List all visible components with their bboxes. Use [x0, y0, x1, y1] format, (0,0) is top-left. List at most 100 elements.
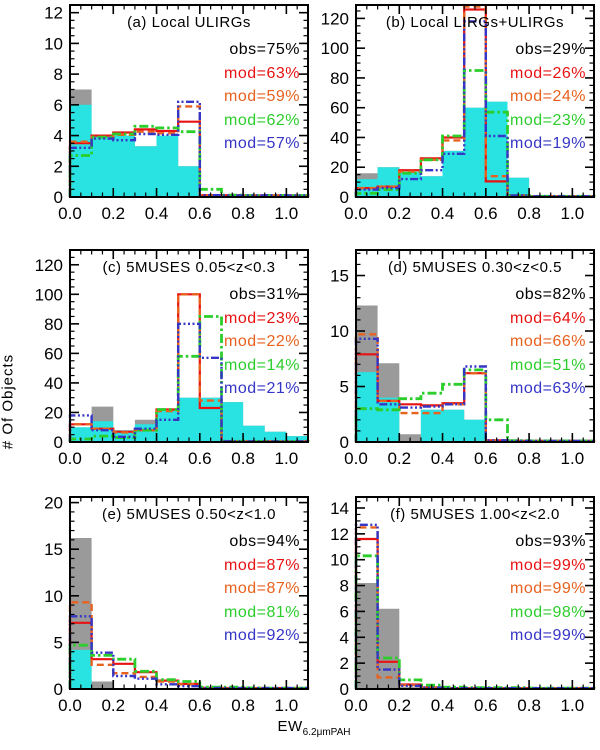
x-tick-label: 0.6 [474, 449, 498, 468]
y-tick-label: 4 [340, 628, 349, 647]
panel-e-legend-mod-red: mod=87% [224, 556, 300, 574]
panel-a-legend-obs: obs=75% [229, 41, 300, 58]
panel-c-legend-mod-green: mod=14% [224, 356, 300, 374]
y-tick-label: 6 [54, 96, 63, 115]
x-tick-label: 0.0 [58, 204, 82, 223]
x-tick-label: 1.0 [275, 204, 299, 223]
x-tick-label: 0.2 [387, 204, 411, 223]
y-tick-label: 8 [54, 65, 63, 84]
panel-a-legend-mod-orange: mod=59% [224, 88, 300, 105]
model-green-line [68, 315, 310, 443]
y-tick-label: 2 [340, 654, 349, 673]
y-tick-label: 15 [44, 540, 63, 559]
y-tick-label: 0 [340, 680, 349, 699]
y-tick-label: 5 [340, 378, 349, 397]
panel-f-legend-mod-green: mod=98% [510, 603, 586, 621]
y-tick-label: 120 [35, 256, 63, 275]
panel-b-legend-obs: obs=29% [515, 41, 586, 58]
panel-b-legend-mod-red: mod=26% [510, 64, 586, 82]
y-axis-label: # Of Objects [0, 353, 17, 450]
x-axis-label: EW6.2μmPAH [234, 718, 394, 738]
x-tick-label: 0.0 [344, 204, 368, 223]
x-tick-label: 0.0 [344, 696, 368, 715]
x-tick-label: 1.0 [275, 696, 299, 715]
x-tick-label: 1.0 [275, 449, 299, 468]
y-tick-label: 5 [54, 633, 63, 652]
panel-d: 0.0 0.2 0.4 0.6 0.8 1.0 0 5 10 15 [330, 249, 596, 468]
y-tick-label: 0 [54, 188, 63, 207]
y-tick-label: 6 [340, 602, 349, 621]
panel-b: 0.0 0.2 0.4 0.6 0.8 1.0 0 20 40 60 80 100 120 [321, 4, 596, 223]
y-tick-label: 20 [44, 403, 63, 422]
model-green-line [354, 69, 596, 198]
panel-c-legend-mod-blue: mod=21% [224, 380, 300, 397]
panel-c: 0.0 0.2 0.4 0.6 0.8 1.0 0 20 40 60 80 100 120 [35, 249, 310, 468]
x-axis-label-subscript: 6.2μmPAH [302, 727, 351, 738]
y-tick-label: 80 [44, 315, 63, 334]
panel-c-title: (c) 5MUSES 0.05<z<0.3 [102, 259, 276, 276]
panel-a-title: (a) Local ULIRGs [127, 14, 251, 31]
x-tick-label: 0.2 [101, 449, 125, 468]
panel-b-title: (b) Local LIRGs+ULIRGs [385, 14, 565, 31]
panel-f-legend-obs: obs=93% [515, 533, 586, 550]
panel-f-legend-mod-orange: mod=99% [510, 580, 586, 597]
y-tick-label: 12 [330, 525, 349, 544]
x-tick-label: 0.6 [474, 204, 498, 223]
y-tick-label: 0 [340, 433, 349, 452]
panel-b-legend-mod-blue: mod=19% [510, 135, 586, 152]
panel-a-legend-mod-green: mod=62% [224, 111, 300, 129]
y-tick-label: 40 [44, 374, 63, 393]
y-tick-label: 12 [44, 4, 63, 23]
y-tick-label: 40 [330, 128, 349, 147]
y-tick-label: 20 [330, 158, 349, 177]
x-tick-label: 0.6 [188, 204, 212, 223]
panel-d-legend-mod-orange: mod=66% [510, 333, 586, 350]
x-tick-label: 0.4 [145, 696, 169, 715]
x-axis-label-main: EW [277, 718, 303, 735]
panel-d-legend-mod-red: mod=64% [510, 309, 586, 327]
x-tick-label: 0.8 [517, 696, 541, 715]
panel-e-legend-mod-green: mod=81% [224, 603, 300, 621]
y-tick-label: 10 [330, 322, 349, 341]
y-tick-label: 4 [54, 127, 63, 146]
panel-a-legend-mod-blue: mod=57% [224, 135, 300, 152]
panel-b-legend-mod-orange: mod=24% [510, 88, 586, 105]
y-tick-label: 0 [54, 433, 63, 452]
y-tick-label: 0 [340, 188, 349, 207]
obs-sub-cyan-histogram [356, 372, 594, 442]
panel-c-legend-obs: obs=31% [229, 286, 300, 303]
x-tick-label: 0.4 [431, 449, 455, 468]
y-tick-label: 8 [340, 577, 349, 596]
x-tick-label: 1.0 [561, 204, 585, 223]
x-tick-label: 0.4 [431, 696, 455, 715]
panel-f-legend-mod-red: mod=99% [510, 556, 586, 574]
panel-f-title: (f) 5MUSES 1.00<z<2.0 [390, 506, 560, 523]
panel-e-title: (e) 5MUSES 0.50<z<1.0 [102, 506, 276, 523]
model-blue-line [354, 337, 596, 443]
panel-a-legend-mod-red: mod=63% [224, 64, 300, 82]
x-tick-label: 0.2 [387, 449, 411, 468]
panel-d-legend-mod-blue: mod=63% [510, 380, 586, 397]
panel-f-legend-mod-blue: mod=99% [510, 627, 586, 644]
x-tick-label: 0.0 [58, 696, 82, 715]
y-tick-label: 120 [321, 9, 349, 28]
y-tick-label: 60 [44, 344, 63, 363]
panel-a: 0.0 0.2 0.4 0.6 0.8 1.0 0 2 4 6 8 10 12 [44, 4, 310, 223]
y-tick-label: 10 [44, 34, 63, 53]
y-tick-label: 100 [35, 285, 63, 304]
y-tick-label: 20 [44, 494, 63, 513]
panel-e-legend-mod-orange: mod=87% [224, 580, 300, 597]
panel-b-legend-mod-green: mod=23% [510, 111, 586, 129]
x-tick-label: 0.2 [101, 204, 125, 223]
x-tick-label: 0.8 [517, 449, 541, 468]
y-tick-label: 0 [54, 680, 63, 699]
obs-sub-cyan-histogram [70, 104, 308, 197]
x-tick-label: 0.8 [231, 696, 255, 715]
y-tick-label: 14 [330, 499, 349, 518]
x-tick-label: 0.6 [474, 696, 498, 715]
x-tick-label: 0.4 [145, 204, 169, 223]
panel-e-legend-mod-blue: mod=92% [224, 627, 300, 644]
x-tick-label: 0.0 [58, 449, 82, 468]
